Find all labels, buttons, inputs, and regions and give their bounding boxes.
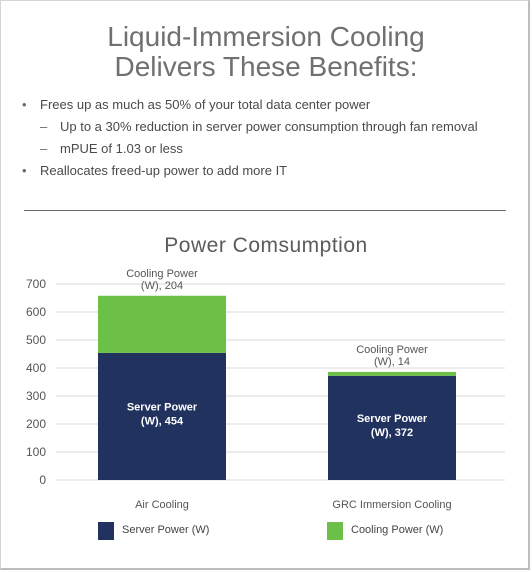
bullet-dot: • <box>22 97 27 112</box>
y-tick-label: 700 <box>26 277 46 291</box>
bar-cooling-power <box>328 371 456 376</box>
y-tick-label: 400 <box>26 361 46 375</box>
benefit-subitem: – Up to a 30% reduction in server power … <box>22 116 522 138</box>
benefit-item: • Reallocates freed-up power to add more… <box>22 160 522 182</box>
legend-label-cooling: Cooling Power (W) <box>351 524 444 536</box>
y-tick-label: 500 <box>26 333 46 347</box>
benefit-text: Frees up as much as 50% of your total da… <box>40 97 371 112</box>
data-label-cooling: Cooling Power <box>126 268 198 280</box>
legend-swatch-cooling <box>327 522 343 540</box>
y-tick-label: 600 <box>26 305 46 319</box>
section-divider <box>24 210 506 211</box>
chart-title: Power Comsumption <box>164 234 368 257</box>
benefit-subtext: Up to a 30% reduction in server power co… <box>60 119 478 134</box>
y-tick-label: 200 <box>26 417 46 431</box>
legend-swatch-server <box>98 522 114 540</box>
bullet-dash: – <box>40 119 48 134</box>
data-label-cooling: Cooling Power <box>356 344 428 356</box>
data-label-server: (W), 454 <box>141 415 184 427</box>
bullet-dot: • <box>22 163 27 178</box>
bullet-dash: – <box>40 141 48 156</box>
bar-cooling-power <box>98 295 226 353</box>
bar-server-power <box>98 352 226 480</box>
y-tick-label: 300 <box>26 389 46 403</box>
data-label-cooling: (W), 14 <box>374 356 410 368</box>
data-label-server: Server Power <box>357 413 428 425</box>
x-category-label: GRC Immersion Cooling <box>332 499 451 511</box>
data-label-server: Server Power <box>127 401 198 413</box>
benefit-text: Reallocates freed-up power to add more I… <box>40 163 288 178</box>
headline-line-1: Liquid-Immersion Cooling <box>107 21 425 52</box>
benefit-subitem: – mPUE of 1.03 or less <box>22 138 522 160</box>
x-category-label: Air Cooling <box>135 499 189 511</box>
legend-label-server: Server Power (W) <box>122 524 210 536</box>
page-headline: Liquid-Immersion Cooling Delivers These … <box>0 22 532 82</box>
chart-legend: Server Power (W) Cooling Power (W) <box>0 522 532 544</box>
y-tick-label: 100 <box>26 445 46 459</box>
benefits-list: • Frees up as much as 50% of your total … <box>22 94 522 182</box>
data-label-cooling: (W), 204 <box>141 280 183 292</box>
benefit-item: • Frees up as much as 50% of your total … <box>22 94 522 116</box>
headline-line-2: Delivers These Benefits: <box>114 51 418 82</box>
data-label-server: (W), 372 <box>371 427 413 439</box>
benefit-subtext: mPUE of 1.03 or less <box>60 141 183 156</box>
y-tick-label: 0 <box>39 473 46 487</box>
bar-server-power <box>328 375 456 480</box>
